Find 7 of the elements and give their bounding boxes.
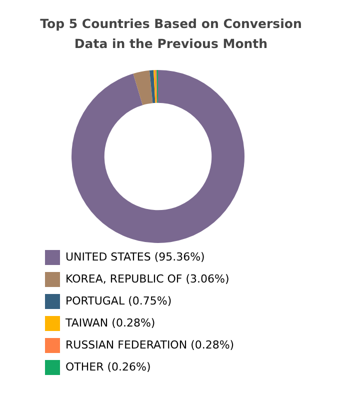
legend-label: UNITED STATES (95.36%) xyxy=(66,250,205,264)
legend-label: TAIWAN (0.28%) xyxy=(64,316,156,330)
legend-label: PORTUGAL (0.75%) xyxy=(66,294,172,308)
legend-label: OTHER (0.26%) xyxy=(66,360,151,374)
legend-label: RUSSIAN FEDERATION (0.28%) xyxy=(66,338,234,352)
legend-label: KOREA, REPUBLIC OF (3.06%) xyxy=(66,272,230,286)
chart-title: Top 5 Countries Based on Conversion Data in the Previous Month xyxy=(39,15,303,53)
